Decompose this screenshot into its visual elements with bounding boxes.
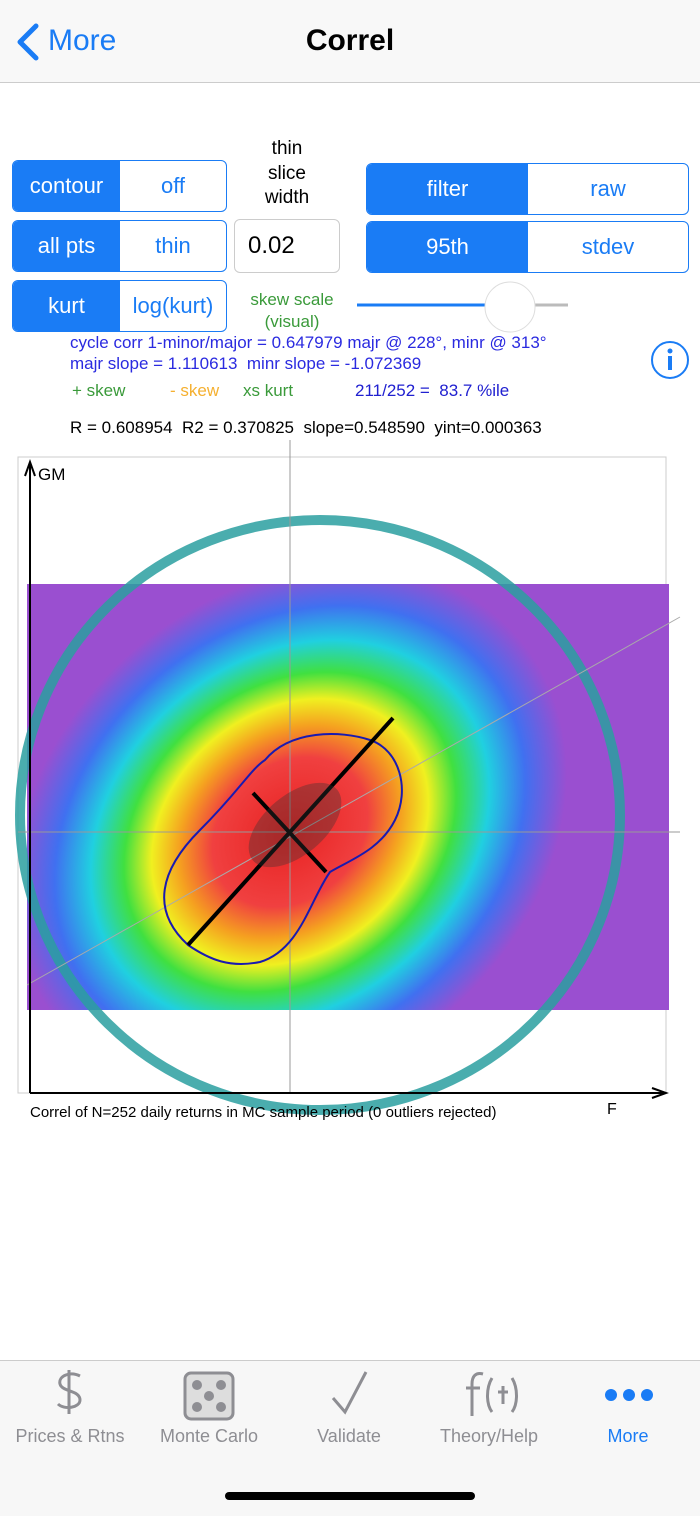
label-line: slice [267, 162, 306, 184]
x-axis-label: F [607, 1101, 617, 1118]
minor-axis [251, 791, 328, 874]
cycle-stats: cycle corr 1-minor/major = 0.647979 majr… [70, 333, 547, 352]
slope-stats: majr slope = 1.110613 minr slope = -1.07… [70, 354, 422, 373]
legend-xs-kurt: xs kurt [243, 381, 294, 400]
skew-ring [15, 515, 625, 1115]
segment-kurt: kurt log(kurt) [12, 280, 227, 332]
back-button[interactable]: More [48, 24, 117, 57]
tab-monte-carlo[interactable]: Monte Carlo [159, 1426, 259, 1446]
segment-stat: 95th stdev [366, 221, 689, 273]
point-cloud [248, 782, 342, 868]
slice-label: thin slice width [237, 137, 337, 211]
info-button[interactable] [650, 340, 690, 380]
segment[interactable]: 95th [367, 222, 528, 272]
tab-prices[interactable]: Prices & Rtns [15, 1426, 125, 1446]
correlation-plot: GM F Correl of N=252 daily returns in MC… [15, 440, 681, 1120]
percentile: 211/252 = 83.7 %ile [355, 381, 510, 400]
skew-slider[interactable] [355, 278, 575, 338]
back-chevron[interactable] [14, 22, 44, 62]
label-line: width [264, 187, 310, 208]
segment[interactable]: stdev [581, 234, 635, 259]
theory-icon [466, 1372, 518, 1416]
x-arrow [651, 1087, 669, 1099]
segment[interactable]: log(kurt) [132, 293, 214, 318]
tab-bar [0, 1360, 700, 1516]
segment[interactable]: all pts [13, 221, 120, 271]
y-arrow [24, 459, 36, 477]
segment[interactable]: raw [590, 176, 626, 201]
segment-contour: contour off [12, 160, 227, 212]
tab-icons [56, 1370, 653, 1421]
regression-line [26, 616, 681, 986]
skew-scale-label: skew scale (visual) [232, 289, 352, 333]
label-line: thin [271, 138, 303, 159]
tab-theory[interactable]: Theory/Help [439, 1426, 539, 1446]
segment[interactable]: thin [155, 233, 191, 258]
legend-minus-skew: - skew [170, 381, 220, 400]
regression-stats: R = 0.608954 R2 = 0.370825 slope=0.54859… [70, 418, 542, 437]
segment[interactable]: contour [13, 161, 120, 211]
label-line: skew scale [250, 290, 334, 309]
slice-width-input[interactable]: 0.02 [234, 219, 340, 273]
segment[interactable]: kurt [13, 281, 120, 331]
tab-more[interactable]: More [607, 1426, 649, 1446]
validate-icon [331, 1371, 368, 1415]
contour [163, 733, 403, 966]
caption: Correl of N=252 daily returns in MC samp… [30, 1104, 496, 1120]
segment-filter: filter raw [366, 163, 689, 215]
segment[interactable]: off [160, 173, 186, 198]
prices-icon [56, 1370, 82, 1414]
y-axis-label: GM [38, 465, 65, 484]
legend-plus-skew: + skew [72, 381, 126, 400]
label-line: (visual) [264, 312, 320, 331]
more-icon [605, 1389, 653, 1401]
segment-points: all pts thin [12, 220, 227, 272]
nav-bar [0, 0, 700, 83]
segment[interactable]: filter [367, 164, 528, 214]
home-indicator [225, 1492, 475, 1500]
tab-validate[interactable]: Validate [317, 1426, 381, 1446]
nav-title: Correl [305, 24, 395, 57]
